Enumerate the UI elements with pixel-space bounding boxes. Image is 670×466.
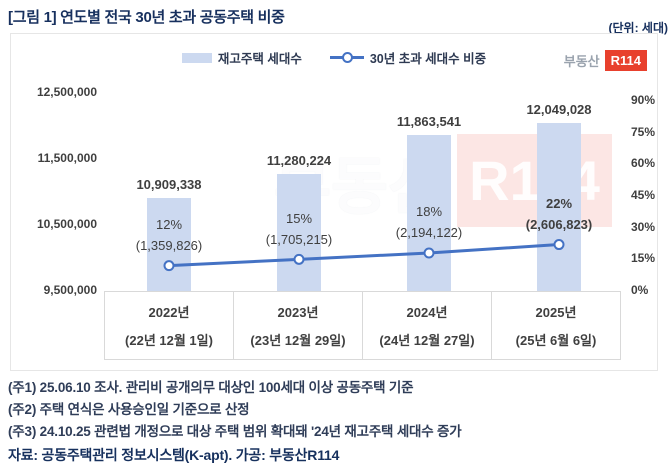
point-label: 12% (1,359,826) xyxy=(104,215,234,257)
x-category-cell: 2023년 (23년 12월 29일) xyxy=(233,291,363,360)
left-axis-tick: 10,500,000 xyxy=(36,216,97,231)
x-category-cell: 2022년 (22년 12월 1일) xyxy=(104,291,234,360)
line-point xyxy=(423,247,435,259)
left-axis-tick: 12,500,000 xyxy=(36,84,97,99)
line-marker-icon xyxy=(329,52,364,63)
footnote-1: (주1) 25.06.10 조사. 관리비 공개의무 대상인 100세대 이상 … xyxy=(8,380,414,395)
line-point xyxy=(163,260,175,272)
point-pct-label: 18% xyxy=(415,204,443,220)
trend-line xyxy=(163,239,565,272)
footnote-2: (주2) 주택 연식은 사용승인일 기준으로 산정 xyxy=(8,402,250,417)
point-count-label: (2,194,122) xyxy=(395,225,463,241)
line-point xyxy=(553,239,565,251)
x-category-date: (24년 12월 27일) xyxy=(379,333,475,349)
line-point xyxy=(293,253,305,265)
brand-logo-badge: R114 xyxy=(604,50,647,71)
left-axis-tick: 11,500,000 xyxy=(37,150,97,165)
brand-logo: 부동산 R114 xyxy=(564,50,647,71)
legend-item-line: 30년 초과 세대수 비중 xyxy=(329,48,487,67)
point-label: 15% (1,705,215) xyxy=(234,209,364,251)
point-count-label: (1,705,215) xyxy=(265,231,333,247)
bar-value-label: 10,909,338 xyxy=(136,176,202,192)
point-count-label: (1,359,826) xyxy=(135,237,203,253)
x-category-date: (25년 6월 6일) xyxy=(515,333,597,349)
point-pct-label: 15% xyxy=(285,210,313,226)
footnote-3: (주3) 24.10.25 관련법 개정으로 대상 주택 범위 확대돼 '24년… xyxy=(8,424,462,439)
chart-panel: 재고주택 세대수 30년 초과 세대수 비중 부동산 R114 부동산 R114… xyxy=(10,33,658,371)
right-axis-tick: 60% xyxy=(631,156,656,171)
brand-prefix-text: 부동산 xyxy=(563,54,600,69)
bar-2024년 xyxy=(407,135,451,291)
right-axis-tick: 90% xyxy=(631,92,656,107)
page-title: [그림 1] 연도별 전국 30년 초과 공동주택 비중 xyxy=(8,9,285,26)
right-axis-tick: 45% xyxy=(631,187,656,202)
point-pct-label: 12% xyxy=(155,217,183,233)
chart-legend: 재고주택 세대수 30년 초과 세대수 비중 xyxy=(11,48,657,67)
x-category-cell: 2024년 (24년 12월 27일) xyxy=(362,291,492,360)
right-axis-tick: 30% xyxy=(631,219,656,234)
right-axis-tick: 0% xyxy=(631,283,649,297)
x-axis: 2022년 (22년 12월 1일) 2023년 (23년 12월 29일) 2024년… xyxy=(104,291,624,360)
unit-note: (단위: 세대) xyxy=(608,21,668,35)
bar-2022년 xyxy=(147,197,191,291)
line-marker-circle-icon xyxy=(341,52,353,63)
bar-2023년 xyxy=(277,173,321,291)
plot-area: 부동산 R114 10,909,338 11,280,224 11,863,541 1… xyxy=(104,86,624,291)
source-line: 자료: 공동주택관리 정보시스템(K-apt). 가공: 부동산R114 xyxy=(8,447,340,463)
legend-line-label: 30년 초과 세대수 비중 xyxy=(369,52,487,66)
bar-2025년 xyxy=(537,122,581,291)
right-axis-tick: 75% xyxy=(631,124,656,139)
left-axis-tick: 9,500,000 xyxy=(43,283,97,297)
x-category-year: 2024년 xyxy=(406,304,448,320)
right-axis-tick: 15% xyxy=(631,251,656,266)
bar-value-label: 11,280,224 xyxy=(266,152,332,168)
x-category-year: 2022년 xyxy=(148,304,190,320)
footnotes: (주1) 25.06.10 조사. 관리비 공개의무 대상인 100세대 이상 … xyxy=(8,377,462,466)
bar-value-label: 12,049,028 xyxy=(526,101,592,117)
x-category-date: (23년 12월 29일) xyxy=(250,333,346,349)
x-category-year: 2023년 xyxy=(277,304,319,320)
x-category-date: (22년 12월 1일) xyxy=(125,333,213,349)
point-label: 18% (2,194,122) xyxy=(364,202,494,244)
bar-value-label: 11,863,541 xyxy=(396,114,462,130)
point-pct-label: 22% xyxy=(545,195,573,211)
legend-item-bar: 재고주택 세대수 xyxy=(181,48,302,67)
legend-bar-label: 재고주택 세대수 xyxy=(217,52,302,66)
point-count-label: (2,606,823) xyxy=(525,216,593,232)
x-category-year: 2025년 xyxy=(535,304,577,320)
point-label: 22% (2,606,823) xyxy=(494,194,624,236)
x-category-cell: 2025년 (25년 6월 6일) xyxy=(491,291,621,360)
bar-swatch-icon xyxy=(181,52,212,63)
